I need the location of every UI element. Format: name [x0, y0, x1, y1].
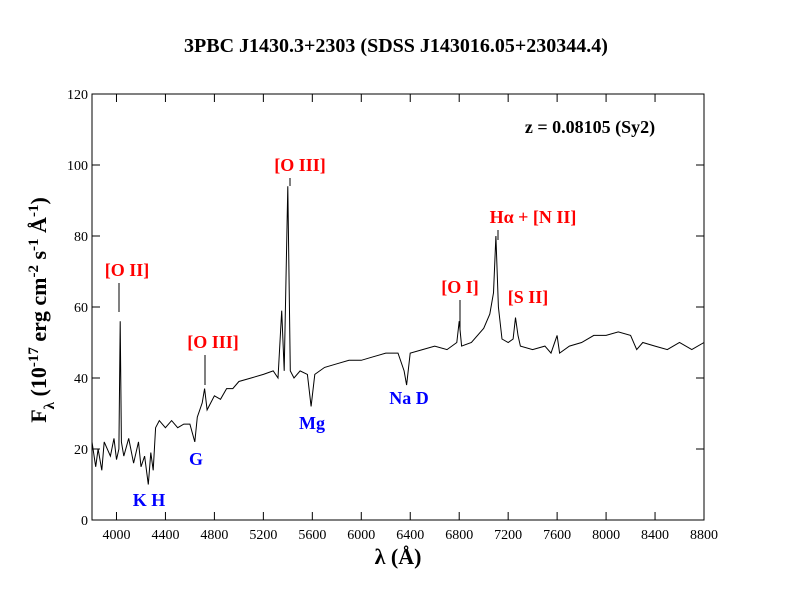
y-axis-label-part: (10: [26, 367, 51, 402]
plot-frame: [91, 93, 705, 521]
x-tick-label: 4000: [102, 528, 130, 543]
x-axis-label: λ (Å): [375, 544, 422, 569]
annotation: G: [189, 449, 203, 469]
annotation: [O III]: [187, 332, 239, 352]
x-tick-label: 6000: [347, 528, 375, 543]
y-axis-label-part: ): [26, 197, 51, 204]
annotation: z = 0.08105 (Sy2): [525, 117, 655, 138]
y-tick-label: 60: [74, 301, 88, 316]
x-tick-label: 8400: [641, 528, 669, 543]
x-tick-label: 5200: [249, 528, 277, 543]
y-axis-label-part: erg cm: [26, 278, 51, 348]
y-axis-label-part: -2: [26, 265, 42, 278]
y-tick-label: 0: [81, 514, 88, 529]
annotation: K H: [133, 490, 166, 510]
y-axis-label-part: Å: [26, 217, 51, 239]
annotation: [O III]: [274, 155, 326, 175]
spectrum-line: [91, 186, 705, 485]
y-tick-label: 40: [74, 372, 88, 387]
x-tick-label: 7200: [494, 528, 522, 543]
annotation: [S II]: [508, 287, 549, 307]
x-tick-label: 8000: [592, 528, 620, 543]
y-axis-label-part: λ: [42, 401, 58, 409]
x-tick-label: 4400: [151, 528, 179, 543]
x-tick-label: 4800: [200, 528, 228, 543]
annotation: Mg: [299, 413, 325, 433]
y-axis-label-part: -17: [26, 347, 42, 367]
annotation: Na D: [389, 388, 429, 408]
y-axis-label-part: -1: [26, 205, 42, 218]
y-axis-label-part: F: [26, 409, 51, 422]
x-tick-label: 5600: [298, 528, 326, 543]
x-tick-label: 6800: [445, 528, 473, 543]
chart-title: 3PBC J1430.3+2303 (SDSS J143016.05+23034…: [184, 35, 608, 57]
x-tick-label: 6400: [396, 528, 424, 543]
y-axis-label-part: s: [26, 251, 51, 266]
x-tick-label: 7600: [543, 528, 571, 543]
y-axis-label-part: -1: [26, 238, 42, 251]
x-tick-label: 8800: [690, 528, 718, 543]
annotation: [O II]: [105, 260, 150, 280]
annotation: Hα + [N II]: [490, 207, 577, 227]
y-tick-label: 20: [74, 443, 88, 458]
annotation: [O I]: [441, 277, 479, 297]
y-tick-label: 100: [67, 159, 88, 174]
y-tick-label: 80: [74, 230, 88, 245]
y-tick-label: 120: [67, 88, 88, 103]
y-axis-label: Fλ (10-17 erg cm-2 s-1 Å-1): [26, 197, 58, 423]
